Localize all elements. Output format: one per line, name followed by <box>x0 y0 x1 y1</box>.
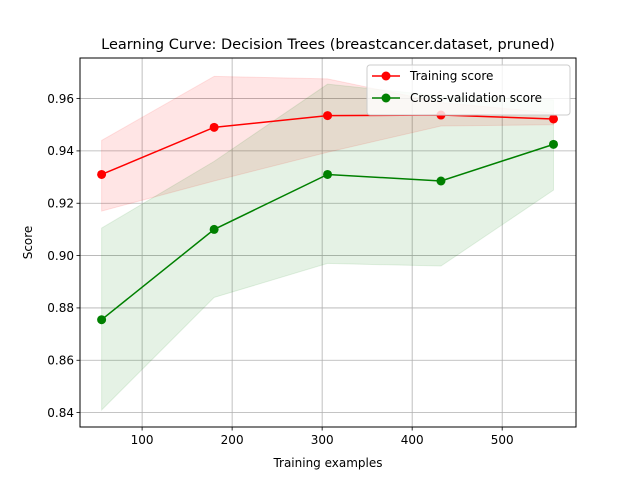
plot-frame <box>79 57 577 428</box>
chart-title: Learning Curve: Decision Trees (breastca… <box>101 37 555 53</box>
legend-marker-cross-validation <box>381 93 391 103</box>
y-tick-label: 0.88 <box>47 301 74 315</box>
x-tick-label: 100 <box>131 433 154 447</box>
legend-box <box>366 64 571 116</box>
y-tick-label: 0.86 <box>47 354 74 368</box>
grid <box>80 58 576 427</box>
y-tick-label: 0.90 <box>47 249 74 263</box>
legend: Training score Cross-validation score <box>366 64 571 116</box>
y-axis-label: Score <box>21 226 35 260</box>
y-tick-label: 0.96 <box>47 92 74 106</box>
point-training <box>97 169 107 179</box>
x-tick-label: 500 <box>491 433 514 447</box>
band-cross-validation <box>101 83 554 412</box>
legend-label-training: Training score <box>409 69 493 83</box>
point-cross-validation <box>97 315 107 325</box>
x-axis-label: Training examples <box>272 456 382 470</box>
x-tick-label: 400 <box>401 433 424 447</box>
y-tick-label: 0.94 <box>47 144 74 158</box>
point-cross-validation <box>209 224 219 234</box>
point-training <box>209 122 219 132</box>
y-axis-ticks: 0.84 0.86 0.88 0.90 0.92 0.94 0.96 <box>47 92 80 420</box>
point-cross-validation <box>548 139 558 149</box>
series-markers <box>97 110 558 325</box>
x-tick-label: 200 <box>221 433 244 447</box>
x-axis-ticks: 100 200 300 400 500 <box>131 427 514 447</box>
y-tick-label: 0.92 <box>47 197 74 211</box>
legend-label-cross-validation: Cross-validation score <box>410 91 542 105</box>
legend-marker-training <box>381 71 391 81</box>
point-cross-validation <box>436 176 446 186</box>
x-tick-label: 300 <box>311 433 334 447</box>
point-training <box>323 111 333 121</box>
y-tick-label: 0.84 <box>47 406 74 420</box>
point-training <box>548 114 558 124</box>
point-cross-validation <box>323 169 333 179</box>
